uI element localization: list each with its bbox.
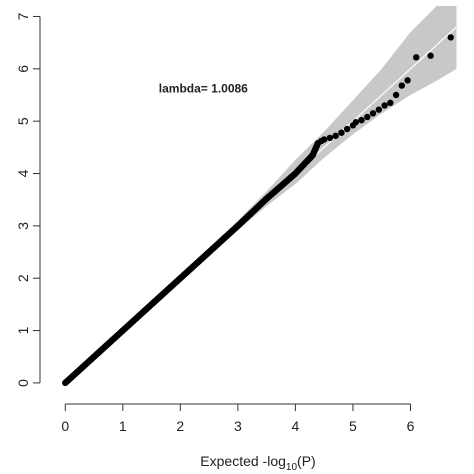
data-point xyxy=(343,125,351,133)
lambda-annotation: lambda= 1.0086 xyxy=(159,81,248,95)
data-point xyxy=(447,34,454,41)
data-point xyxy=(413,54,420,61)
y-tick-label: 4 xyxy=(15,169,31,177)
x-tick-label: 5 xyxy=(349,418,357,434)
y-tick-label: 5 xyxy=(15,117,31,125)
x-tick-label: 1 xyxy=(119,418,127,434)
data-point xyxy=(326,134,334,142)
y-axis: 0 1 2 3 4 5 6 7 xyxy=(15,12,41,387)
x-tick-label: 6 xyxy=(407,418,415,434)
y-tick-label: 7 xyxy=(15,12,31,20)
y-tick-label: 0 xyxy=(15,379,31,387)
data-point xyxy=(381,102,388,109)
x-tick-label: 3 xyxy=(234,418,242,434)
data-point xyxy=(387,99,394,107)
x-tick-label: 2 xyxy=(176,418,184,434)
data-point xyxy=(332,132,339,140)
y-tick-label: 3 xyxy=(15,222,31,230)
data-point xyxy=(320,136,328,143)
data-point xyxy=(369,110,377,117)
data-points xyxy=(62,34,454,387)
x-axis-label: Expected -log10(P) xyxy=(200,453,315,473)
y-tick-label: 1 xyxy=(15,326,31,334)
data-point xyxy=(427,52,434,59)
data-point xyxy=(358,116,365,124)
x-axis-label-subscript: 10 xyxy=(286,462,298,473)
y-tick-label: 2 xyxy=(15,274,31,282)
data-point xyxy=(404,77,411,84)
x-axis: 0 1 2 3 4 5 6 xyxy=(61,403,415,434)
x-tick-label: 0 xyxy=(61,418,69,434)
data-point xyxy=(352,119,360,126)
data-point xyxy=(392,91,400,99)
x-axis-label-p: (P) xyxy=(297,453,316,469)
x-tick-label: 4 xyxy=(291,418,299,434)
x-axis-label-expected: Expected -log xyxy=(200,453,286,469)
data-point xyxy=(338,129,345,136)
data-point xyxy=(398,82,406,89)
y-tick-label: 6 xyxy=(15,65,31,73)
data-point xyxy=(364,113,371,121)
data-point xyxy=(375,106,383,113)
confidence-band xyxy=(65,6,457,383)
